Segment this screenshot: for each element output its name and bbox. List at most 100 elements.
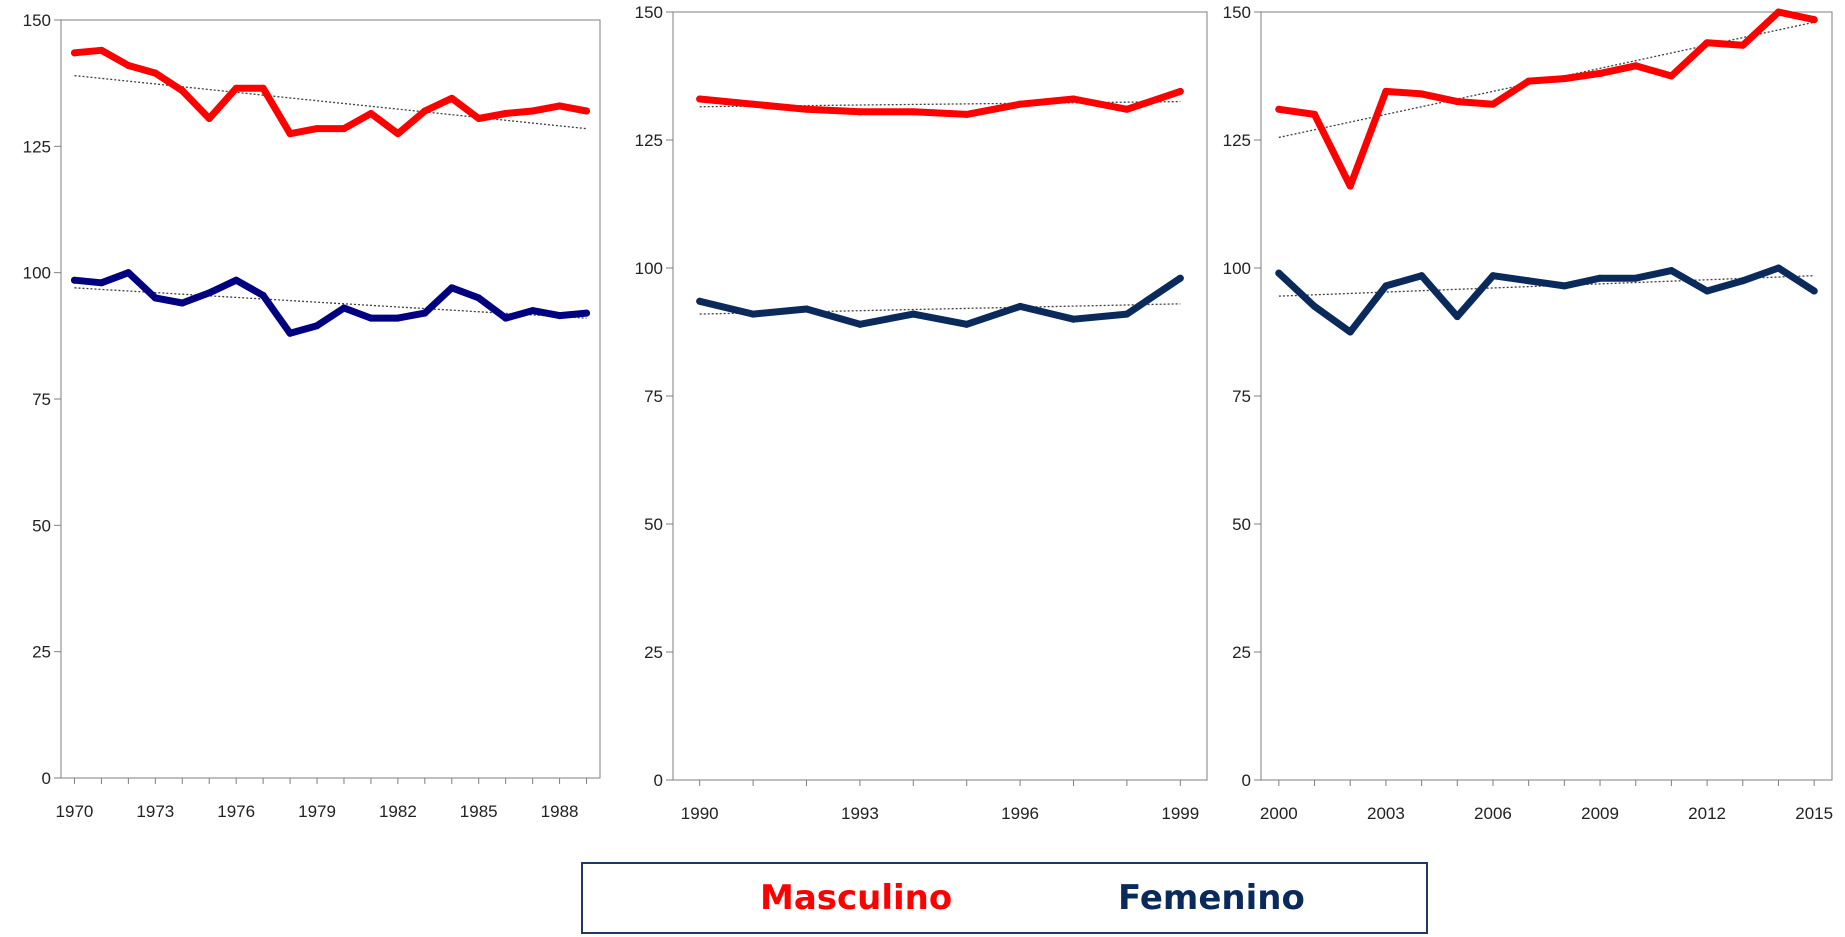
data-point-femenino (1703, 287, 1711, 295)
x-tick-label: 2003 (1367, 804, 1405, 823)
data-point-masculino (313, 125, 321, 133)
data-point-masculino (1418, 90, 1426, 98)
series-line-masculino (696, 87, 1184, 118)
series-line-masculino (1275, 8, 1818, 190)
data-point-masculino (1667, 72, 1675, 80)
y-tick-label: 125 (1223, 131, 1251, 150)
data-point-masculino (259, 84, 267, 92)
data-point-femenino (1311, 302, 1319, 310)
x-tick-label: 1976 (217, 802, 255, 821)
data-point-masculino (1275, 105, 1283, 113)
data-point-femenino (856, 320, 864, 328)
data-point-masculino (232, 84, 240, 92)
data-point-femenino (1632, 274, 1640, 282)
x-tick-label: 2015 (1795, 804, 1833, 823)
data-point-femenino (178, 299, 186, 307)
data-point-masculino (1311, 110, 1319, 118)
data-point-femenino (749, 310, 757, 318)
data-point-masculino (963, 110, 971, 118)
data-point-femenino (1667, 267, 1675, 275)
data-point-masculino (1453, 98, 1461, 106)
y-tick-label: 75 (32, 390, 51, 409)
x-tick-label: 1996 (1001, 804, 1039, 823)
x-tick-label: 1970 (56, 802, 94, 821)
data-point-femenino (1070, 315, 1077, 323)
data-point-masculino (124, 61, 132, 69)
data-point-femenino (124, 269, 132, 277)
data-point-femenino (803, 305, 810, 313)
data-point-femenino (909, 310, 917, 318)
data-point-masculino (856, 108, 864, 116)
data-point-masculino (1774, 8, 1782, 16)
data-point-masculino (205, 115, 213, 123)
data-point-femenino (963, 320, 971, 328)
data-point-femenino (286, 329, 294, 337)
y-tick-label: 150 (635, 3, 663, 22)
x-tick-label: 1973 (136, 802, 174, 821)
x-tick-label: 1979 (298, 802, 336, 821)
y-tick-label: 25 (32, 643, 51, 662)
data-point-femenino (1382, 282, 1390, 290)
data-point-femenino (1774, 264, 1782, 272)
data-point-femenino (340, 304, 348, 312)
series-line-masculino (71, 46, 590, 138)
trendline-femenino (74, 287, 587, 319)
data-point-masculino (529, 107, 537, 115)
data-point-masculino (1016, 100, 1024, 108)
data-point-masculino (1632, 62, 1640, 70)
data-point-masculino (502, 109, 510, 117)
data-point-masculino (583, 107, 591, 115)
y-tick-label: 50 (32, 516, 51, 535)
y-tick-label: 100 (23, 264, 51, 283)
data-point-masculino (151, 69, 159, 77)
data-point-masculino (1123, 105, 1131, 113)
data-point-masculino (1489, 100, 1497, 108)
data-point-masculino (1596, 69, 1604, 77)
series-line-femenino (71, 269, 590, 337)
data-point-masculino (1070, 95, 1077, 103)
data-point-femenino (1596, 274, 1604, 282)
data-point-femenino (1123, 310, 1131, 318)
y-tick-label: 25 (644, 643, 663, 662)
data-point-masculino (421, 107, 429, 115)
data-point-femenino (1176, 274, 1184, 282)
data-point-femenino (1346, 328, 1354, 336)
x-tick-label: 2006 (1474, 804, 1512, 823)
chart-panel-1: 0 25 50 75 100 125 150 1970 1973 1976 1979 1982 1985… (23, 11, 601, 821)
trendline-masculino (74, 74, 587, 130)
data-point-femenino (313, 322, 321, 330)
data-point-femenino (151, 294, 159, 302)
series-line-femenino (696, 274, 1184, 328)
plot-frame (1260, 11, 1833, 781)
data-point-femenino (1453, 313, 1461, 321)
y-tick-label: 0 (1242, 771, 1251, 790)
y-tick-label: 25 (1232, 643, 1251, 662)
data-point-femenino (205, 289, 213, 297)
data-point-masculino (340, 125, 348, 133)
data-point-femenino (97, 279, 105, 287)
x-tick-label: 1999 (1161, 804, 1199, 823)
data-point-masculino (1703, 39, 1711, 47)
data-point-femenino (232, 276, 240, 284)
data-point-masculino (909, 108, 917, 116)
data-point-masculino (1810, 16, 1818, 24)
x-tick-label: 2009 (1581, 804, 1619, 823)
data-point-femenino (475, 294, 483, 302)
data-point-masculino (1560, 75, 1568, 83)
chart-panel-2: 0 25 50 75 100 125 150 1990 1993 1996 1999 (635, 3, 1208, 823)
data-point-masculino (696, 95, 704, 103)
y-tick-label: 125 (23, 137, 51, 156)
data-point-femenino (259, 291, 267, 299)
x-tick-label: 1982 (379, 802, 417, 821)
data-point-femenino (583, 309, 591, 317)
data-point-femenino (529, 307, 537, 315)
data-point-masculino (1346, 182, 1354, 190)
data-point-masculino (475, 115, 483, 123)
y-tick-label: 0 (42, 769, 51, 788)
data-point-femenino (556, 312, 564, 320)
data-point-femenino (1016, 302, 1024, 310)
data-point-femenino (1560, 282, 1568, 290)
y-tick-label: 50 (644, 515, 663, 534)
data-point-masculino (178, 87, 186, 95)
